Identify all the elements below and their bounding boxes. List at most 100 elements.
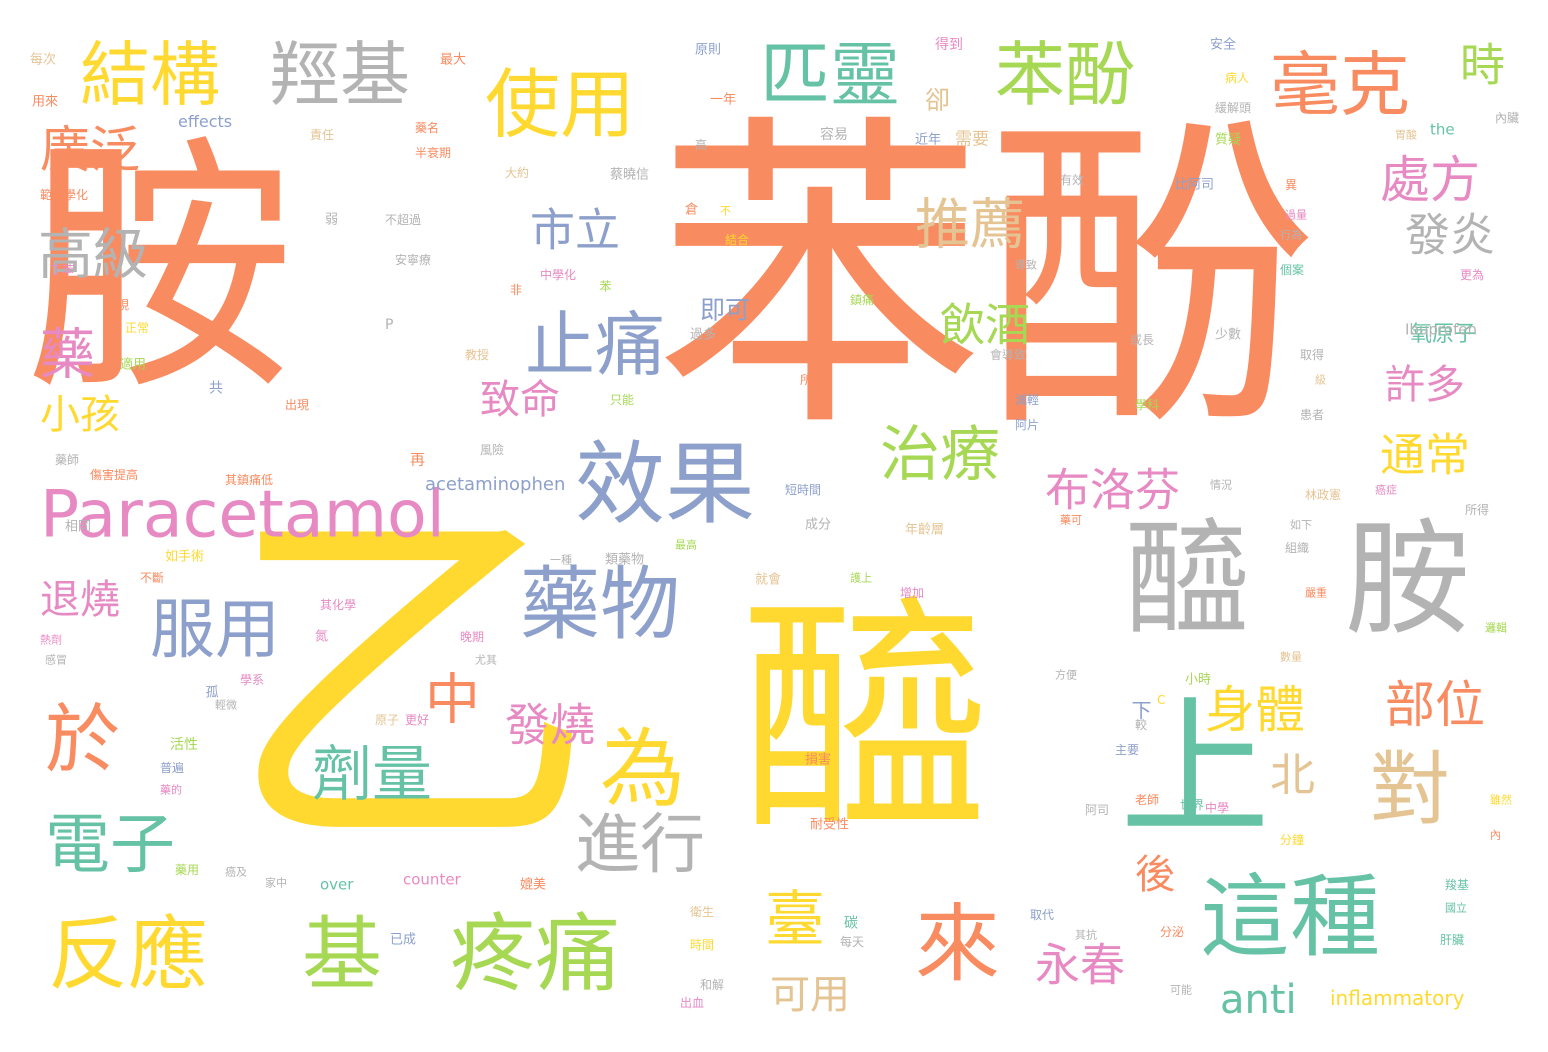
cloud-word: 耐受性 <box>810 817 850 833</box>
cloud-word: 責任 <box>310 128 335 142</box>
cloud-word: 不 <box>718 205 732 216</box>
cloud-word: 時 <box>1460 38 1506 92</box>
cloud-word: 市立 <box>530 203 621 257</box>
cloud-word: 其化學 <box>320 598 357 612</box>
cloud-word: 過多 <box>690 327 717 343</box>
cloud-word: 每天 <box>840 935 865 949</box>
cloud-word: 正常 <box>125 321 150 335</box>
cloud-word: 近年 <box>915 132 942 148</box>
cloud-word: effects <box>178 112 233 131</box>
cloud-word: 內 <box>1490 828 1501 842</box>
cloud-word: 發炎 <box>1405 208 1496 262</box>
cloud-word: 質疑 <box>1215 132 1242 148</box>
cloud-word: 羧基 <box>1445 878 1470 892</box>
cloud-word: Ibuprofen <box>1405 320 1478 339</box>
cloud-word: 嚴重 <box>1305 586 1327 600</box>
cloud-word: 和解 <box>700 978 725 992</box>
cloud-word: 碳 <box>842 915 858 929</box>
cloud-word: 減輕 <box>1015 393 1040 407</box>
cloud-word: 出血 <box>680 996 705 1010</box>
cloud-word: 一年 <box>710 92 737 108</box>
cloud-word: 倉 <box>685 202 699 218</box>
cloud-word: 醯 <box>740 574 990 865</box>
cloud-word: 晚期 <box>460 630 485 644</box>
cloud-word: 苯酚 <box>655 88 1315 472</box>
cloud-word: 孤 <box>202 685 218 698</box>
cloud-word: 乙 <box>225 470 595 900</box>
cloud-word: 卻 <box>925 85 951 115</box>
cloud-word: counter <box>403 870 461 889</box>
cloud-word: 基 <box>302 908 382 1001</box>
cloud-word: 熱劑 <box>40 633 62 647</box>
cloud-word: 苯酚 <box>995 34 1135 116</box>
cloud-word: 雖然 <box>1490 793 1512 807</box>
cloud-word: 廣泛 <box>40 121 140 179</box>
cloud-word: 每次 <box>30 52 57 68</box>
cloud-word: 教授 <box>465 348 490 362</box>
cloud-word: 時間 <box>690 938 715 952</box>
cloud-word: 永春 <box>1035 938 1126 992</box>
cloud-word: 肝臟 <box>1440 933 1465 947</box>
cloud-word: 世界 <box>1180 798 1205 812</box>
cloud-word: 取代 <box>1030 908 1055 922</box>
cloud-word: 高 <box>695 138 708 152</box>
cloud-word: 過量 <box>1285 208 1307 222</box>
cloud-word: 匹靈 <box>760 34 900 116</box>
cloud-word: 家中 <box>265 876 287 890</box>
cloud-word: 非 <box>510 283 523 297</box>
cloud-word: 結構 <box>80 34 220 116</box>
cloud-word: 半衰期 <box>415 146 452 160</box>
cloud-word: 少數 <box>1215 327 1242 343</box>
cloud-word: C <box>1157 693 1166 707</box>
cloud-word: 年齡層 <box>905 522 945 538</box>
cloud-word: 增加 <box>900 586 925 600</box>
cloud-word: 病人 <box>1225 71 1250 85</box>
cloud-word: 異 <box>1285 178 1298 192</box>
cloud-word: 只能 <box>610 393 635 407</box>
cloud-word: 布洛芬 <box>1045 463 1181 517</box>
cloud-word: 效果 <box>575 432 755 537</box>
cloud-word: 媲美 <box>520 877 547 893</box>
cloud-word: 中學化 <box>540 268 577 282</box>
cloud-word: 不超過 <box>385 213 422 227</box>
cloud-word: 羥基 <box>270 34 410 116</box>
cloud-word: 藥名 <box>415 121 440 135</box>
cloud-word: 藥師 <box>55 453 80 467</box>
cloud-word: 蔡曉信 <box>610 167 650 183</box>
cloud-word: 飲酒 <box>940 298 1031 352</box>
cloud-word: 組織 <box>1285 541 1310 555</box>
cloud-word: 需要 <box>955 129 989 150</box>
cloud-word: 緩解頭 <box>1215 101 1252 115</box>
cloud-word: the <box>1430 120 1455 139</box>
cloud-word: 發燒 <box>505 698 596 752</box>
cloud-word: over <box>320 875 354 894</box>
cloud-word: 安全 <box>1210 37 1237 53</box>
cloud-word: 最高 <box>675 538 697 552</box>
cloud-word: 發現 <box>105 298 130 312</box>
cloud-word: 內臟 <box>1495 111 1520 125</box>
cloud-word: 為 <box>600 720 686 820</box>
cloud-word: 身體 <box>1205 681 1305 739</box>
cloud-word: 所有 <box>800 373 825 387</box>
cloud-word: 處方 <box>1380 151 1480 209</box>
cloud-word: 患者 <box>1300 408 1325 422</box>
cloud-word: 進行 <box>575 807 706 883</box>
cloud-word: 鎮痛 <box>850 293 875 307</box>
cloud-word: 活性 <box>170 737 198 753</box>
cloud-word: 電子 <box>45 807 176 883</box>
cloud-word: 疼痛 <box>450 905 621 1005</box>
cloud-word: 出現 <box>285 398 310 412</box>
cloud-word: 其抗 <box>1075 928 1097 942</box>
cloud-word: 成分 <box>805 517 832 533</box>
cloud-word: 氮 <box>315 629 329 645</box>
cloud-word: 服用 <box>150 592 281 668</box>
cloud-word: 反應 <box>48 908 208 1001</box>
cloud-word: 原子 <box>375 713 400 727</box>
cloud-word: 分鐘 <box>1280 833 1305 847</box>
cloud-word: 小孩 <box>40 392 120 438</box>
cloud-word: 於 <box>45 695 121 784</box>
cloud-word: 所得 <box>1465 503 1490 517</box>
cloud-word: 藥的 <box>160 783 182 797</box>
cloud-word: 得到 <box>935 37 963 53</box>
cloud-word: 可能 <box>1170 983 1192 997</box>
